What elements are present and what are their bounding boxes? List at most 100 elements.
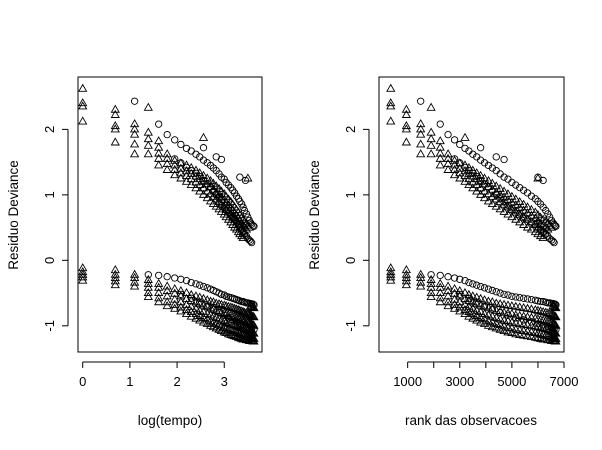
left-triangle-point	[170, 155, 180, 164]
right-circle-point	[534, 197, 542, 206]
right-triangle-point	[426, 274, 436, 283]
right-triangle-point	[487, 317, 497, 326]
left-triangle-point	[170, 303, 180, 312]
right-triangle-point	[460, 132, 470, 141]
right-circle-point	[536, 297, 545, 306]
right-triangle-point	[455, 306, 465, 315]
right-triangle-point	[435, 293, 445, 302]
right-circle-point	[523, 295, 532, 303]
right-circle-point	[549, 237, 557, 246]
right-circle-point	[476, 282, 485, 291]
left-triangle-point	[219, 322, 229, 331]
left-y-tick-label: 1	[42, 191, 57, 198]
right-triangle-point	[545, 220, 555, 229]
right-triangle-point	[533, 305, 543, 314]
left-triangle-point	[216, 299, 227, 308]
right-triangle-point	[475, 312, 486, 321]
right-circle-point	[450, 274, 459, 282]
right-circle-point	[480, 284, 489, 292]
right-triangle-point	[538, 232, 548, 242]
right-circle-point	[500, 155, 508, 164]
right-triangle-point	[472, 305, 482, 314]
right-triangle-point	[416, 149, 426, 158]
left-triangle-point	[154, 297, 164, 306]
right-circle-point	[496, 289, 504, 297]
left-y-tick-label: 0	[42, 257, 57, 264]
left-circle-point	[155, 271, 163, 280]
left-triangle-point	[221, 301, 231, 310]
left-triangle-point	[198, 132, 209, 141]
left-circle-point	[163, 273, 171, 281]
right-triangle-point	[549, 301, 559, 310]
left-triangle-point	[170, 284, 180, 293]
right-triangle-point	[416, 124, 426, 133]
left-triangle-point	[244, 309, 254, 318]
right-circle-point	[436, 120, 444, 128]
left-triangle-point	[143, 287, 153, 297]
left-triangle-point	[191, 313, 201, 322]
right-triangle-point	[472, 315, 482, 324]
left-plot-box	[77, 76, 263, 353]
right-triangle-point	[479, 193, 490, 202]
left-x-axis: 0 1 2 3	[79, 361, 228, 389]
left-triangle-point	[239, 228, 250, 237]
left-triangle-point	[129, 149, 140, 158]
right-triangle-point	[435, 160, 445, 169]
right-circle-point	[473, 281, 481, 289]
left-circle-point	[192, 150, 200, 158]
right-circle-point	[427, 271, 435, 279]
left-triangle-point	[221, 308, 231, 317]
right-triangle-point	[455, 286, 465, 295]
left-triangle-point	[226, 302, 236, 311]
right-triangle-point	[426, 278, 436, 287]
left-circle-point	[247, 237, 255, 246]
right-triangle-point	[541, 228, 551, 237]
left-triangle-point	[129, 124, 140, 133]
right-triangle-point	[491, 201, 501, 210]
left-triangle-point	[249, 303, 259, 312]
right-circle-point	[456, 140, 464, 149]
right-y-tick-label: 0	[343, 257, 358, 264]
left-triangle-point	[162, 149, 172, 158]
left-triangle-point	[162, 164, 172, 173]
right-x-axis-title: rank das observacoes	[405, 413, 537, 428]
left-circle-point	[177, 140, 185, 149]
left-x-tick-label: 1	[126, 374, 133, 389]
right-triangle-point	[464, 179, 474, 189]
left-circle-point	[245, 236, 253, 244]
left-triangle-point	[162, 153, 172, 162]
right-circle-point	[531, 195, 539, 203]
right-circle-point	[512, 293, 520, 301]
left-circle-point	[171, 136, 179, 144]
left-triangle-point	[214, 306, 224, 315]
right-triangle-point	[495, 204, 505, 213]
left-triangle-point	[154, 148, 164, 157]
right-triangle-point	[533, 173, 543, 182]
left-triangle-point	[176, 168, 186, 177]
right-triangle-point	[401, 137, 411, 146]
right-triangle-point	[449, 284, 460, 293]
right-triangle-point	[535, 329, 546, 338]
right-triangle-point	[479, 318, 490, 327]
right-triangle-point	[543, 224, 553, 233]
left-triangle-point	[214, 320, 224, 329]
right-triangle-point	[464, 301, 474, 310]
right-circle-point	[492, 288, 500, 296]
left-triangle-point	[78, 116, 88, 125]
left-triangle-point	[249, 320, 259, 329]
right-triangle-point	[401, 109, 411, 118]
right-triangle-point	[479, 314, 490, 323]
right-triangle-point	[518, 219, 529, 228]
left-triangle-point	[143, 102, 153, 111]
right-circle-point	[476, 156, 485, 164]
left-circle-point	[217, 290, 226, 299]
left-triangle-point	[154, 293, 164, 302]
right-triangle-point	[551, 303, 561, 312]
right-circle-point	[500, 290, 508, 299]
left-triangle-point	[176, 286, 186, 295]
left-triangle-point	[162, 281, 172, 290]
left-triangle-point	[110, 124, 120, 133]
left-circle-point	[217, 155, 226, 164]
right-circle-point	[504, 291, 512, 299]
right-triangle-point	[443, 153, 453, 162]
